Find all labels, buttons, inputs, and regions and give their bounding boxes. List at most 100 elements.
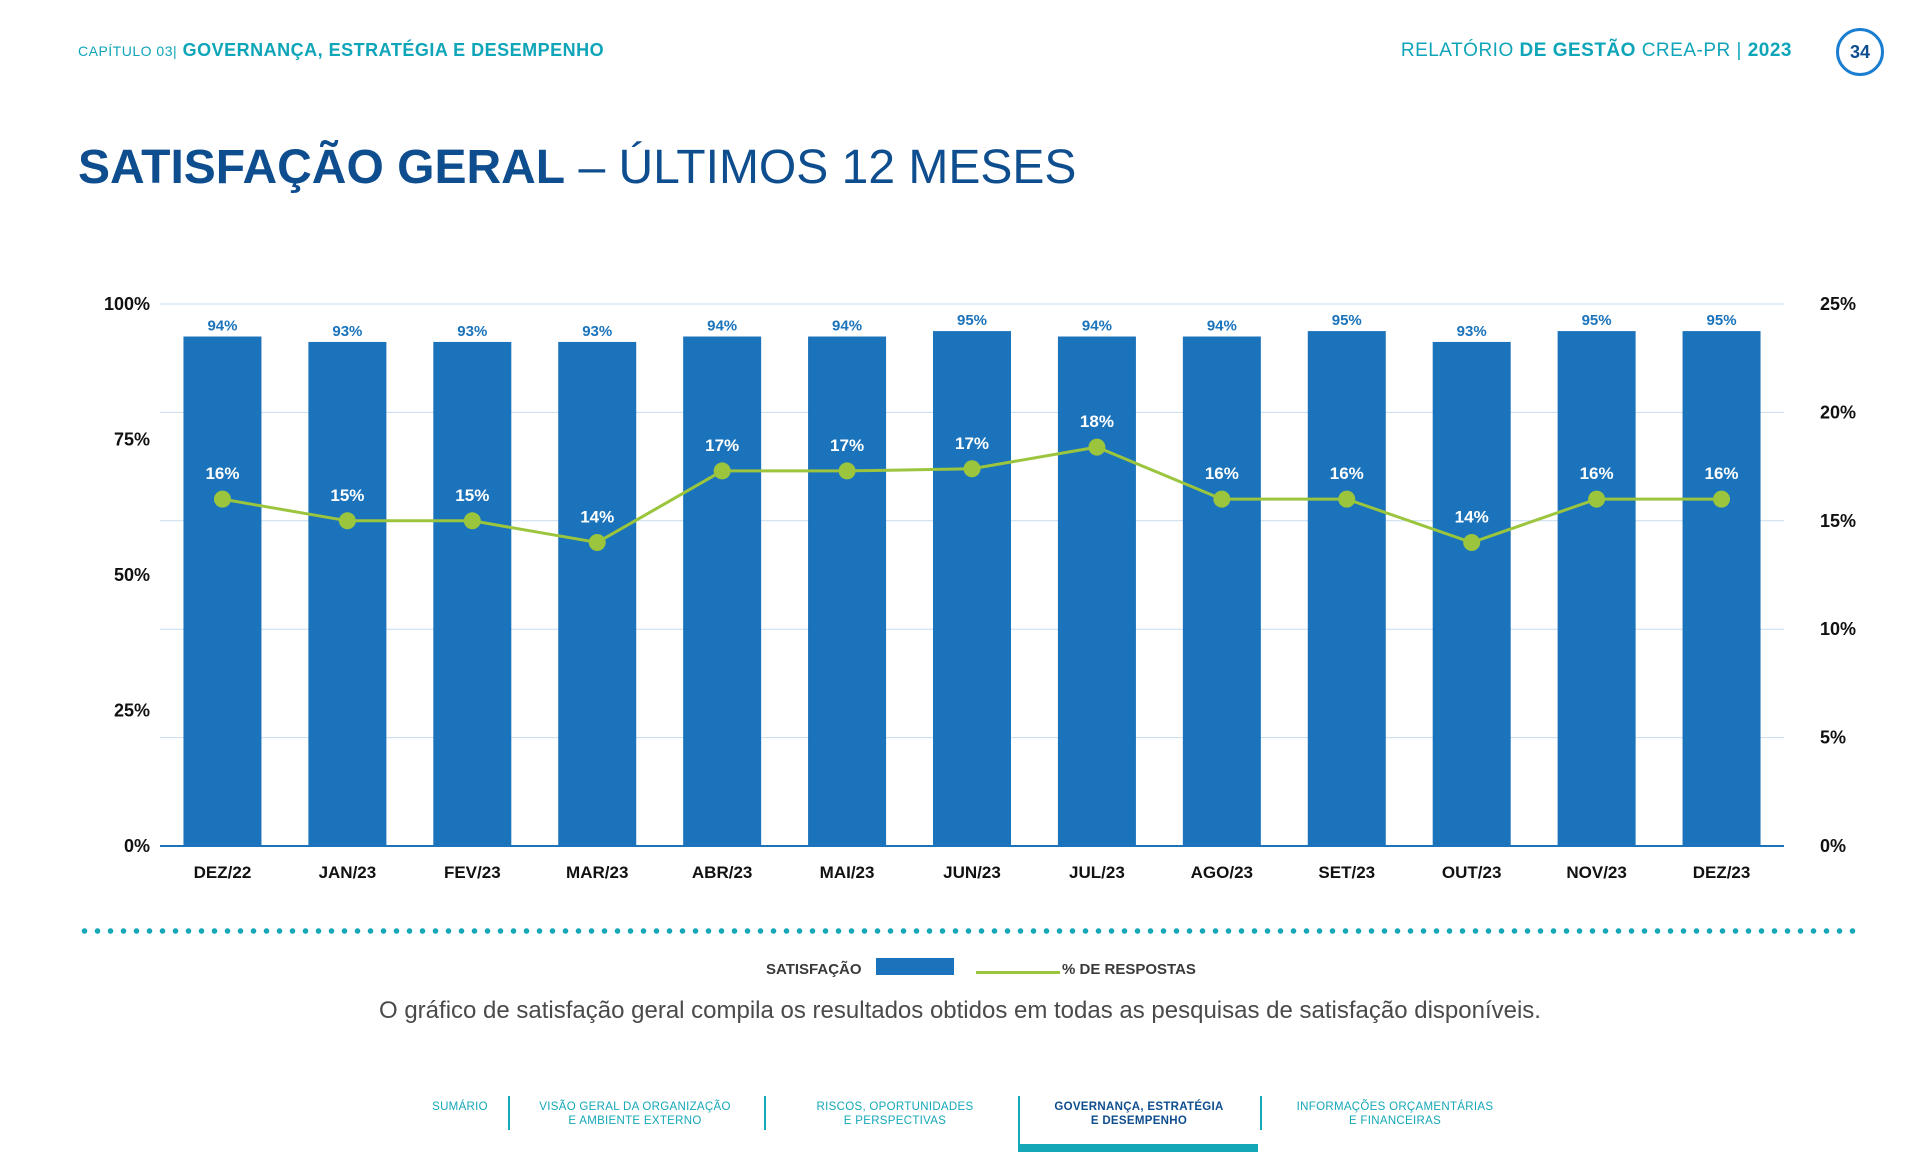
line-data-label: 16% [1205, 464, 1239, 483]
line-data-label: 14% [580, 507, 614, 526]
line-data-label: 15% [330, 486, 364, 505]
report-header: RELATÓRIO DE GESTÃO CREA-PR | 2023 [1401, 40, 1792, 62]
report-bold: DE GESTÃO [1519, 40, 1636, 61]
line-point [1588, 490, 1606, 508]
nav-item-line1: SUMÁRIO [432, 1101, 488, 1113]
bar-data-label: 93% [1457, 323, 1487, 340]
line-data-label: 16% [205, 464, 239, 483]
line-data-label: 16% [1705, 464, 1739, 483]
nav-separator [764, 1096, 766, 1130]
nav-item-governanca[interactable]: GOVERNANÇA, ESTRATÉGIA E DESEMPENHO [1024, 1100, 1254, 1128]
category-label: JAN/23 [319, 863, 377, 882]
nav-item-informacoes[interactable]: INFORMAÇÕES ORÇAMENTÁRIAS E FINANCEIRAS [1275, 1100, 1515, 1128]
report-suffix: CREA-PR | [1641, 40, 1742, 61]
nav-item-visao-geral[interactable]: VISÃO GERAL DA ORGANIZAÇÃO E AMBIENTE EX… [525, 1100, 745, 1128]
category-label: DEZ/23 [1693, 863, 1751, 882]
line-point [463, 512, 481, 530]
left-axis-tick-label: 0% [124, 836, 150, 856]
report-year: 2023 [1747, 40, 1792, 61]
title-light: – ÚLTIMOS 12 MESES [565, 141, 1077, 194]
line-data-label: 16% [1580, 464, 1614, 483]
nav-item-line2: E DESEMPENHO [1090, 1115, 1188, 1127]
line-point [1213, 490, 1231, 508]
nav-item-line1: INFORMAÇÕES ORÇAMENTÁRIAS [1296, 1101, 1494, 1113]
category-label: JUN/23 [943, 863, 1001, 882]
right-axis-tick-label: 25% [1820, 294, 1856, 314]
bar [1557, 331, 1636, 847]
nav-item-line2: E PERSPECTIVAS [843, 1115, 947, 1127]
left-axis-tick-label: 100% [104, 294, 150, 314]
report-prefix: RELATÓRIO [1400, 40, 1514, 61]
bar [933, 331, 1011, 847]
bar-data-label: 95% [1332, 312, 1362, 329]
right-axis-tick-label: 20% [1820, 402, 1856, 422]
line-data-label: 14% [1455, 507, 1489, 526]
nav-item-sumario[interactable]: SUMÁRIO [420, 1100, 500, 1114]
legend-bar-label: SATISFAÇÃO [766, 961, 862, 978]
category-label: DEZ/22 [194, 863, 252, 882]
line-point [588, 533, 606, 551]
nav-separator [1260, 1096, 1262, 1130]
right-axis-tick-label: 5% [1820, 728, 1846, 748]
bar-data-label: 93% [457, 323, 487, 340]
bar [1432, 341, 1511, 846]
line-data-label: 15% [455, 486, 489, 505]
nav-item-line2: E AMBIENTE EXTERNO [568, 1115, 702, 1127]
line-data-label: 17% [705, 436, 739, 455]
legend-line-swatch [976, 971, 1060, 974]
line-point [338, 512, 356, 530]
right-axis-tick-label: 15% [1820, 511, 1856, 531]
nav-item-riscos[interactable]: RISCOS, OPORTUNIDADES E PERSPECTIVAS [780, 1100, 1010, 1128]
bar-data-label: 94% [207, 318, 237, 335]
line-point [1713, 490, 1731, 508]
line-point [963, 460, 981, 478]
category-label: ABR/23 [692, 863, 752, 882]
right-axis-tick-label: 0% [1820, 836, 1846, 856]
footer-nav: SUMÁRIO VISÃO GERAL DA ORGANIZAÇÃO E AMB… [0, 1090, 1920, 1152]
line-point [1338, 490, 1356, 508]
line-data-label: 16% [1330, 464, 1364, 483]
bar-data-label: 95% [1582, 312, 1612, 329]
bar-data-label: 93% [582, 323, 612, 340]
right-axis-tick-label: 10% [1820, 619, 1856, 639]
category-label: JUL/23 [1069, 863, 1125, 882]
satisfaction-chart: 0% 25% 50% 75% 100% 0% 5% 10% 15% 20% 25% 94% 93% 93%… [104, 294, 1856, 882]
legend-bar-swatch [876, 958, 954, 975]
left-axis-tick-label: 25% [114, 701, 150, 721]
bar [308, 341, 387, 846]
dotted-divider [78, 928, 1856, 934]
line-point [713, 462, 731, 480]
bar [1057, 336, 1136, 846]
chapter-number: CAPÍTULO 03| [78, 43, 178, 59]
line-data-label: 17% [955, 434, 989, 453]
bar-data-label: 95% [957, 312, 987, 329]
bar-data-label: 93% [332, 323, 362, 340]
line-data-label: 17% [830, 436, 864, 455]
nav-active-marker [1018, 1096, 1020, 1144]
bar [1682, 331, 1761, 847]
bar-data-label: 94% [707, 318, 737, 335]
line-point [213, 490, 231, 508]
nav-item-line2: E FINANCEIRAS [1348, 1115, 1442, 1127]
category-label: MAR/23 [566, 863, 628, 882]
bar-data-label: 94% [1082, 318, 1112, 335]
chapter-section: GOVERNANÇA, ESTRATÉGIA E DESEMPENHO [182, 40, 605, 60]
nav-separator [508, 1096, 510, 1130]
category-label: OUT/23 [1442, 863, 1502, 882]
bar [683, 336, 762, 846]
line-point [838, 462, 856, 480]
bar [433, 341, 512, 846]
left-axis-tick-label: 50% [114, 565, 150, 585]
bar [183, 336, 262, 846]
left-axis-tick-label: 75% [114, 430, 150, 450]
legend-line-label: % DE RESPOSTAS [1062, 961, 1196, 978]
bar-data-label: 94% [832, 318, 862, 335]
line-point [1463, 533, 1481, 551]
bar [1307, 331, 1386, 847]
line-data-label: 18% [1080, 412, 1114, 431]
category-label: FEV/23 [444, 863, 501, 882]
title-bold: SATISFAÇÃO GERAL [78, 141, 566, 194]
category-label: MAI/23 [820, 863, 875, 882]
category-label: SET/23 [1318, 863, 1375, 882]
bar [808, 336, 887, 846]
